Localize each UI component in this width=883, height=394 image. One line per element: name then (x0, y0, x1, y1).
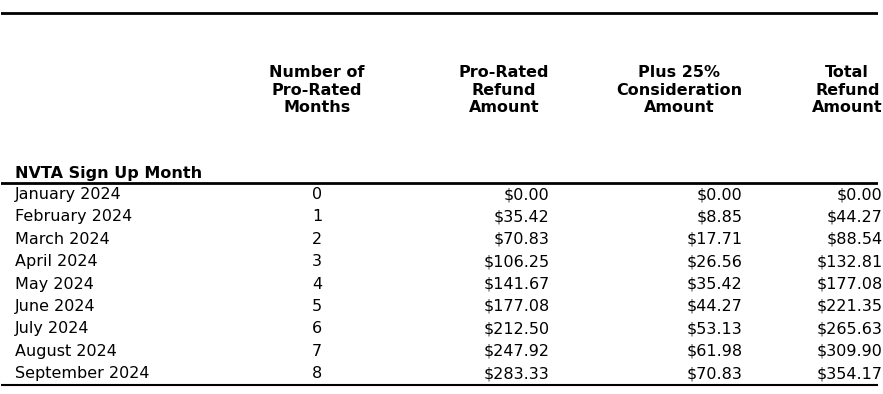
Text: $70.83: $70.83 (494, 232, 549, 247)
Text: 1: 1 (312, 209, 322, 225)
Text: NVTA Sign Up Month: NVTA Sign Up Month (14, 166, 201, 181)
Text: April 2024: April 2024 (14, 254, 97, 269)
Text: 0: 0 (312, 187, 322, 202)
Text: $44.27: $44.27 (686, 299, 743, 314)
Text: 8: 8 (312, 366, 322, 381)
Text: July 2024: July 2024 (14, 322, 89, 336)
Text: $70.83: $70.83 (686, 366, 743, 381)
Text: $53.13: $53.13 (687, 322, 743, 336)
Text: $106.25: $106.25 (483, 254, 549, 269)
Text: $8.85: $8.85 (697, 209, 743, 225)
Text: $26.56: $26.56 (686, 254, 743, 269)
Text: 5: 5 (312, 299, 322, 314)
Text: 3: 3 (312, 254, 322, 269)
Text: January 2024: January 2024 (14, 187, 121, 202)
Text: Pro-Rated
Refund
Amount: Pro-Rated Refund Amount (459, 65, 549, 115)
Text: Total
Refund
Amount: Total Refund Amount (812, 65, 883, 115)
Text: February 2024: February 2024 (14, 209, 132, 225)
Text: Plus 25%
Consideration
Amount: Plus 25% Consideration Amount (616, 65, 743, 115)
Text: $283.33: $283.33 (484, 366, 549, 381)
Text: $309.90: $309.90 (817, 344, 883, 359)
Text: $141.67: $141.67 (483, 277, 549, 292)
Text: 7: 7 (312, 344, 322, 359)
Text: $177.08: $177.08 (816, 277, 883, 292)
Text: 6: 6 (312, 322, 322, 336)
Text: $354.17: $354.17 (817, 366, 883, 381)
Text: $0.00: $0.00 (503, 187, 549, 202)
Text: $265.63: $265.63 (817, 322, 883, 336)
Text: September 2024: September 2024 (14, 366, 149, 381)
Text: $35.42: $35.42 (687, 277, 743, 292)
Text: $0.00: $0.00 (837, 187, 883, 202)
Text: June 2024: June 2024 (14, 299, 95, 314)
Text: $177.08: $177.08 (483, 299, 549, 314)
Text: August 2024: August 2024 (14, 344, 117, 359)
Text: $212.50: $212.50 (483, 322, 549, 336)
Text: 4: 4 (312, 277, 322, 292)
Text: March 2024: March 2024 (14, 232, 109, 247)
Text: $35.42: $35.42 (494, 209, 549, 225)
Text: $17.71: $17.71 (686, 232, 743, 247)
Text: $0.00: $0.00 (697, 187, 743, 202)
Text: $88.54: $88.54 (826, 232, 883, 247)
Text: $44.27: $44.27 (826, 209, 883, 225)
Text: May 2024: May 2024 (14, 277, 94, 292)
Text: $221.35: $221.35 (817, 299, 883, 314)
Text: $247.92: $247.92 (483, 344, 549, 359)
Text: 2: 2 (312, 232, 322, 247)
Text: Number of
Pro-Rated
Months: Number of Pro-Rated Months (269, 65, 365, 115)
Text: $61.98: $61.98 (686, 344, 743, 359)
Text: $132.81: $132.81 (816, 254, 883, 269)
